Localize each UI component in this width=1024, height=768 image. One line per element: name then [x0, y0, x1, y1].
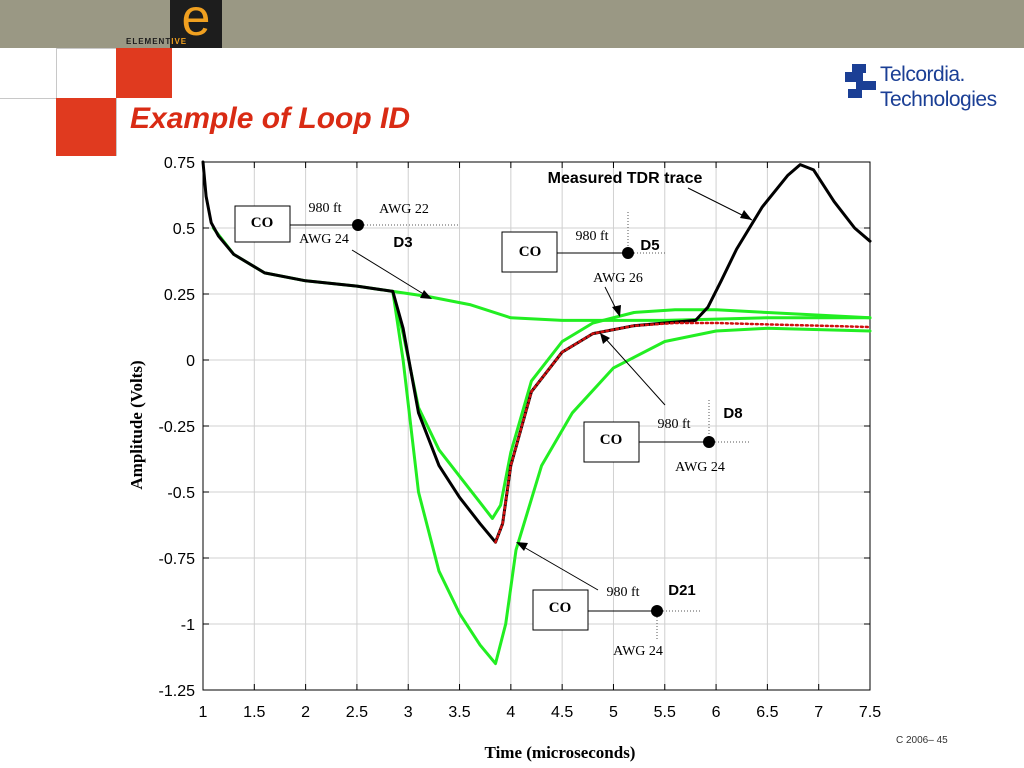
series-line-0 [201, 160, 872, 544]
x-tick-label: 2.5 [346, 704, 368, 721]
x-tick-label: 3 [404, 704, 413, 721]
x-tick-label: 5 [609, 704, 618, 721]
telcordia-line-1: Telcordia. [880, 63, 965, 86]
decor-line [56, 48, 116, 49]
x-tick-label: 7 [814, 704, 823, 721]
d3-length: 980 ft [308, 201, 341, 216]
x-tick-label: 2 [301, 704, 310, 721]
d5-node [622, 247, 634, 259]
y-axis-label: Amplitude (Volts) [127, 360, 146, 489]
x-tick-label: 4 [506, 704, 515, 721]
series-line-3 [391, 289, 872, 520]
x-tick-label: 4.5 [551, 704, 573, 721]
slide-title: Example of Loop ID [130, 102, 411, 135]
d21-arrow-head [516, 542, 528, 551]
y-tick-label: 0 [186, 353, 195, 370]
d3-gauge-b: AWG 24 [299, 232, 349, 247]
d3-arrow-line [351, 249, 431, 299]
d21-label: D21 [668, 582, 696, 599]
logo-word-a: ELEMENT [126, 37, 172, 46]
y-tick-label: -0.5 [167, 485, 195, 502]
d21-co-box [532, 589, 589, 631]
d5-co-label: CO [519, 244, 542, 260]
element-ive-logo [170, 0, 222, 48]
decor-square-red-top [116, 48, 172, 98]
y-tick-label: -1 [181, 617, 195, 634]
series-line-1 [494, 321, 872, 544]
measured-arrow-head [740, 210, 752, 220]
x-tick-label: 6 [712, 704, 721, 721]
measured-trace-label: Measured TDR trace [548, 170, 703, 187]
d3-co-label: CO [251, 215, 274, 231]
slide-footer: C 2006– 45 [896, 735, 948, 746]
d8-co-box [583, 421, 640, 463]
telcordia-line-2: Technologies [880, 88, 997, 111]
decor-square-red-left [56, 98, 116, 156]
x-tick-label: 1.5 [243, 704, 265, 721]
telcordia-mark-icon [845, 64, 876, 98]
d5-arrow-head [612, 305, 621, 317]
d5-gauge: AWG 26 [593, 271, 643, 286]
x-tick-label: 5.5 [654, 704, 676, 721]
chart-series [201, 160, 872, 666]
y-tick-label: 0.25 [164, 287, 195, 304]
d21-gauge: AWG 24 [613, 644, 663, 659]
d3-co-box [234, 205, 291, 243]
d3-label: D3 [393, 234, 412, 251]
d21-length: 980 ft [606, 585, 639, 600]
d8-gauge: AWG 24 [675, 460, 725, 475]
d3-node [352, 219, 364, 231]
d8-label: D8 [723, 405, 742, 422]
series-line-4 [391, 289, 872, 666]
d21-arrow-line [521, 545, 599, 591]
y-tick-label: -0.75 [159, 551, 196, 568]
d5-label: D5 [640, 237, 659, 254]
d8-co-label: CO [600, 432, 623, 448]
decor-line [0, 98, 56, 99]
logo-letter-e: e [181, 0, 211, 47]
y-tick-label: 0.75 [164, 155, 195, 172]
y-tick-label: -1.25 [159, 683, 196, 700]
x-tick-label: 7.5 [859, 704, 881, 721]
chart-ticks: 1 1.5 2 2.5 3 3.5 4 4.5 5 5.5 6 6.5 7 7.5 0.75 0.5 0.25 0… [159, 155, 882, 721]
d8-arrow-line [603, 336, 666, 406]
telcordia-logo: Telcordia. Technologies [842, 62, 1012, 122]
measured-arrow-line [687, 187, 753, 221]
d8-length: 980 ft [657, 417, 690, 432]
x-axis-label: Time (microseconds) [485, 743, 636, 762]
decor-line [116, 98, 117, 156]
d21-node [651, 605, 663, 617]
x-tick-label: 1 [199, 704, 208, 721]
d3-arrow-head [420, 290, 432, 299]
logo-wordmark: ELEMENTIVE [126, 37, 187, 46]
y-tick-label: 0.5 [173, 221, 195, 238]
d3-gauge-a: AWG 22 [379, 202, 429, 217]
d8-arrow-head [600, 333, 610, 344]
x-tick-label: 6.5 [756, 704, 778, 721]
x-tick-label: 3.5 [448, 704, 470, 721]
d5-co-box [501, 231, 558, 273]
y-tick-label: -0.25 [159, 419, 196, 436]
decor-line [56, 48, 57, 98]
d8-node [703, 436, 715, 448]
d21-co-label: CO [549, 600, 572, 616]
logo-word-b: IVE [171, 37, 188, 46]
telcordia-wordmark: Telcordia. Technologies [880, 62, 997, 112]
d5-length: 980 ft [575, 229, 608, 244]
